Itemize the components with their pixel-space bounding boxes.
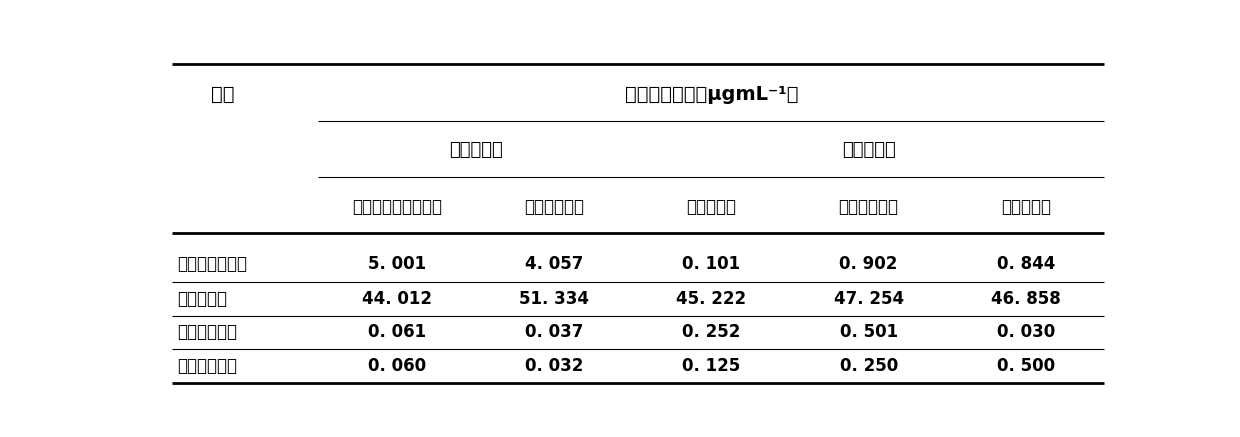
Text: 0. 250: 0. 250 xyxy=(839,357,898,375)
Text: 产气肠杆菌: 产气肠杆菌 xyxy=(1001,198,1050,216)
Text: 46. 858: 46. 858 xyxy=(991,290,1060,308)
Text: 样品: 样品 xyxy=(211,85,234,104)
Text: 0. 030: 0. 030 xyxy=(997,323,1055,341)
Text: 0. 844: 0. 844 xyxy=(997,256,1055,274)
Text: 5. 001: 5. 001 xyxy=(368,256,427,274)
Text: 44. 012: 44. 012 xyxy=(362,290,432,308)
Text: 4. 057: 4. 057 xyxy=(525,256,583,274)
Text: 礴化镁纳米粒子: 礴化镁纳米粒子 xyxy=(177,256,247,274)
Text: 0. 252: 0. 252 xyxy=(682,323,740,341)
Text: 表皮葡萄球菌: 表皮葡萄球菌 xyxy=(525,198,584,216)
Text: 商用礴化镁: 商用礴化镁 xyxy=(177,290,227,308)
Text: 硫酸威替米星: 硫酸威替米星 xyxy=(177,357,237,375)
Text: 0. 500: 0. 500 xyxy=(997,357,1055,375)
Text: 0. 501: 0. 501 xyxy=(839,323,898,341)
Text: 0. 061: 0. 061 xyxy=(368,323,427,341)
Text: 51. 334: 51. 334 xyxy=(520,290,589,308)
Text: 革兰氏阴性: 革兰氏阴性 xyxy=(842,141,895,159)
Text: 丁胺卡那霉素: 丁胺卡那霉素 xyxy=(177,323,237,341)
Text: 47. 254: 47. 254 xyxy=(833,290,904,308)
Text: 革兰氏阳性: 革兰氏阳性 xyxy=(449,141,502,159)
Text: 0. 060: 0. 060 xyxy=(368,357,427,375)
Text: 最小抑菌浓度（μgmL⁻¹）: 最小抑菌浓度（μgmL⁻¹） xyxy=(625,85,799,104)
Text: 0. 101: 0. 101 xyxy=(682,256,740,274)
Text: 0. 902: 0. 902 xyxy=(839,256,898,274)
Text: 0. 037: 0. 037 xyxy=(525,323,583,341)
Text: 0. 032: 0. 032 xyxy=(525,357,583,375)
Text: 甲氧西林敏感金葡菌: 甲氧西林敏感金葡菌 xyxy=(352,198,441,216)
Text: 45. 222: 45. 222 xyxy=(676,290,746,308)
Text: 0. 125: 0. 125 xyxy=(682,357,740,375)
Text: 阴沟肠杆菌: 阴沟肠杆菌 xyxy=(687,198,737,216)
Text: 奇异变形杆菌: 奇异变形杆菌 xyxy=(838,198,899,216)
